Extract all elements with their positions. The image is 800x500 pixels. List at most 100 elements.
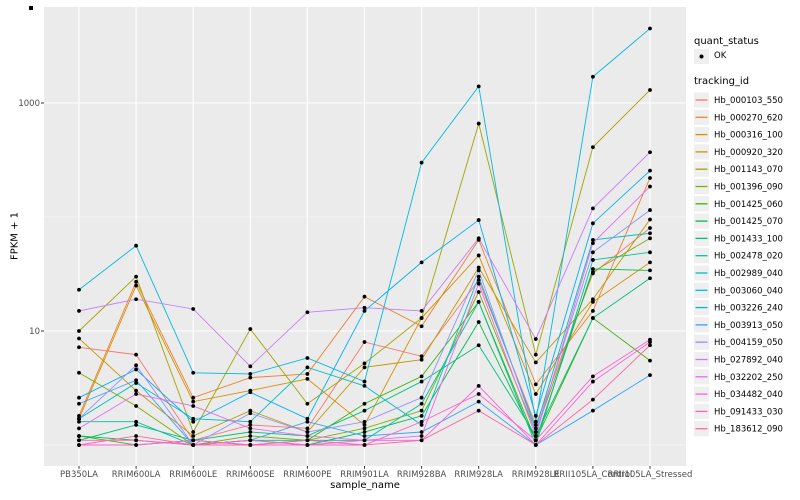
data-point <box>77 336 81 341</box>
legend-entry-label: Hb_003060_040 <box>714 286 783 296</box>
legend-entry-label: Hb_004159_050 <box>714 338 783 348</box>
data-point <box>134 404 139 408</box>
data-point <box>248 419 253 424</box>
data-point <box>248 443 253 447</box>
data-point <box>191 404 196 408</box>
data-point <box>77 395 81 400</box>
data-point <box>419 316 424 320</box>
data-point <box>77 438 81 443</box>
data-point <box>648 168 652 173</box>
x-tick-label: RRII105LA_Stressed <box>608 470 693 480</box>
data-point <box>134 283 139 288</box>
data-point <box>77 426 81 431</box>
data-point <box>362 401 367 406</box>
data-point <box>134 438 139 443</box>
data-point <box>134 419 139 424</box>
data-point <box>533 360 538 365</box>
data-point <box>591 408 595 413</box>
legend-title-quant-status: quant_status <box>694 36 759 47</box>
x-tick-label: RRIM928LE <box>512 470 560 480</box>
x-tick-label: RRIM928BA <box>397 470 447 480</box>
data-point <box>305 356 310 360</box>
data-point <box>533 423 538 427</box>
data-point <box>134 363 139 368</box>
data-point <box>362 438 367 443</box>
data-point <box>419 401 424 406</box>
legend-entry-label: Hb_032202_250 <box>714 373 783 383</box>
data-point <box>476 408 481 413</box>
data-point <box>591 250 595 255</box>
data-point <box>648 358 652 363</box>
data-point <box>419 309 424 313</box>
legend-entry-label: Hb_000103_550 <box>714 96 783 106</box>
data-point <box>591 297 595 302</box>
data-point <box>248 372 253 376</box>
data-point <box>648 343 652 348</box>
data-point <box>591 237 595 242</box>
y-tick-label: 10 <box>29 327 40 337</box>
data-point <box>533 438 538 443</box>
data-point <box>476 383 481 388</box>
legend-ok-label: OK <box>714 51 727 61</box>
data-point <box>362 434 367 438</box>
data-point <box>248 327 253 331</box>
data-point <box>648 260 652 265</box>
stray-dot <box>29 6 33 10</box>
data-point <box>191 419 196 424</box>
data-point <box>305 426 310 431</box>
data-point <box>248 438 253 443</box>
data-point <box>591 299 595 304</box>
data-point <box>533 443 538 447</box>
data-point <box>591 267 595 271</box>
data-point <box>305 365 310 370</box>
data-point <box>419 379 424 384</box>
x-axis-title: sample_name <box>330 480 400 491</box>
data-point <box>419 395 424 400</box>
data-point <box>476 236 481 241</box>
legend-entry-label: Hb_001143_070 <box>714 165 783 175</box>
data-point <box>248 426 253 431</box>
data-point <box>476 281 481 286</box>
data-point <box>362 379 367 384</box>
data-point <box>191 430 196 434</box>
data-point <box>419 430 424 434</box>
data-point <box>77 370 81 375</box>
data-point <box>77 287 81 292</box>
data-point <box>77 401 81 406</box>
data-point <box>134 297 139 302</box>
data-point <box>591 145 595 150</box>
data-point <box>591 241 595 246</box>
data-point <box>476 299 481 304</box>
data-point <box>134 388 139 393</box>
data-point <box>248 423 253 427</box>
data-point <box>305 434 310 438</box>
data-point <box>419 324 424 329</box>
legend-entry-label: Hb_000920_320 <box>714 148 783 158</box>
data-point <box>419 438 424 443</box>
data-point <box>362 294 367 299</box>
data-point <box>134 381 139 385</box>
data-point <box>419 160 424 165</box>
data-point <box>476 265 481 270</box>
x-tick-label: RRIM600PE <box>283 470 331 480</box>
data-point <box>134 423 139 427</box>
data-point <box>648 26 652 31</box>
data-point <box>305 401 310 406</box>
data-point <box>648 226 652 230</box>
data-point <box>533 426 538 431</box>
data-point <box>476 218 481 222</box>
data-point <box>77 416 81 421</box>
data-point <box>134 243 139 248</box>
data-point <box>191 443 196 447</box>
data-point <box>362 426 367 431</box>
data-point <box>77 309 81 313</box>
data-point <box>648 250 652 255</box>
data-point <box>591 221 595 226</box>
data-point <box>248 390 253 395</box>
y-axis-title: FPKM + 1 <box>9 211 21 261</box>
data-point <box>476 399 481 404</box>
legend-entry-label: Hb_001425_060 <box>714 200 783 210</box>
data-point <box>362 423 367 427</box>
data-point <box>362 340 367 344</box>
